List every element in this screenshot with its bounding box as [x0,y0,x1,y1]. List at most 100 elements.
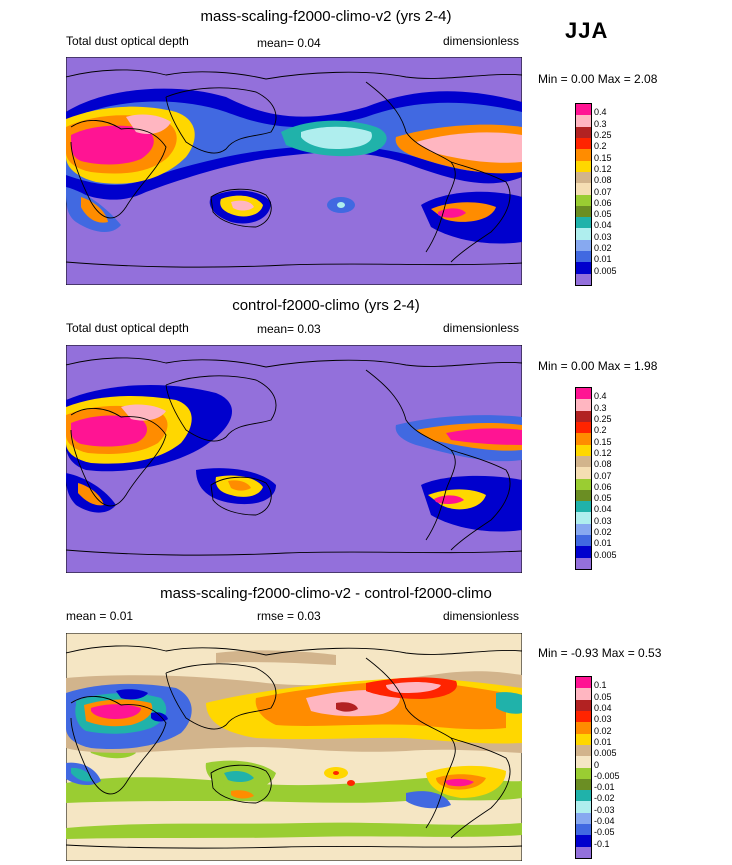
colorbar-swatch [576,733,591,745]
colorbar-level-label: 0.03 [594,714,612,725]
panel1-units-label: dimensionless [443,34,520,48]
colorbar-swatch [576,677,591,689]
panel1-minmax: Min = 0.00 Max = 2.08 [538,72,658,86]
colorbar-swatch [576,846,591,858]
colorbar-swatch [576,239,591,252]
colorbar-swatch [576,523,591,536]
colorbar-swatch [576,410,591,422]
colorbar-swatch [576,767,591,779]
colorbar-swatch [576,444,591,456]
colorbar-swatch [576,399,591,411]
colorbar-swatch [576,104,591,116]
colorbar-level-label: 0.1 [594,680,607,691]
colorbar-level-label: 0.3 [594,118,607,129]
panel3-units-label: dimensionless [443,609,520,623]
colorbar-swatch [576,455,591,468]
colorbar-swatch [576,722,591,734]
colorbar-swatch [576,251,591,263]
colorbar-level-label: 0.01 [594,736,612,747]
colorbar-swatch [576,801,591,813]
panel1-variable-label: Total dust optical depth [66,34,189,48]
colorbar-swatch [576,262,591,274]
colorbar-swatch [576,501,591,513]
panel2-mean-label: mean= 0.03 [257,322,321,336]
panel3-rmse-label: rmse = 0.03 [257,609,321,623]
colorbar-swatch [576,433,591,445]
colorbar-swatch [576,489,591,502]
colorbar-level-label: -0.1 [594,838,610,849]
colorbar-level-label: 0.06 [594,197,612,208]
panel3-minmax: Min = -0.93 Max = 0.53 [538,646,662,660]
panel1-mean-label: mean= 0.04 [257,36,321,50]
colorbar-level-label: 0.03 [594,515,612,526]
colorbar-swatch [576,812,591,825]
panel2-minmax: Min = 0.00 Max = 1.98 [538,359,658,373]
colorbar-level-label: 0.07 [594,186,612,197]
colorbar-swatch [576,171,591,184]
season-label: JJA [565,18,609,43]
colorbar-swatch [576,512,591,524]
colorbar-level-label: 0.005 [594,265,617,276]
colorbar-level-label: 0.4 [594,391,607,402]
panel3-colorbar [575,676,592,859]
panel3-map [66,633,522,861]
colorbar-level-label: 0.07 [594,470,612,481]
colorbar-swatch [576,467,591,479]
colorbar-level-label: 0.04 [594,220,612,231]
colorbar-level-label: 0.04 [594,702,612,713]
colorbar-level-label: 0.15 [594,436,612,447]
panel3-title: mass-scaling-f2000-climo-v2 - control-f2… [160,585,492,602]
panel1-map [66,57,522,285]
colorbar-level-label: 0.15 [594,152,612,163]
colorbar-level-label: 0.005 [594,748,617,759]
colorbar-swatch [576,710,591,723]
colorbar-level-label: 0 [594,759,600,770]
panel3-mean-label: mean = 0.01 [66,609,134,623]
panel1-title: mass-scaling-f2000-climo-v2 (yrs 2-4) [200,8,452,25]
colorbar-swatch [576,194,591,206]
colorbar-level-label: -0.05 [594,827,615,838]
panel2-colorbar [575,387,592,570]
colorbar-level-label: -0.02 [594,793,615,804]
colorbar-level-label: 0.12 [594,447,612,458]
colorbar-level-label: 0.06 [594,481,612,492]
colorbar-level-label: 0.05 [594,493,612,504]
colorbar-swatch [576,273,591,285]
colorbar-level-label: 0.25 [594,413,612,424]
colorbar-swatch [576,744,591,757]
colorbar-swatch [576,790,591,802]
colorbar-level-label: 0.08 [594,175,612,186]
colorbar-swatch [576,126,591,138]
colorbar-swatch [576,149,591,161]
colorbar-swatch [576,535,591,547]
colorbar-level-label: 0.2 [594,141,607,152]
colorbar-level-label: 0.12 [594,163,612,174]
panel1-colorbar [575,103,592,286]
colorbar-swatch [576,115,591,127]
colorbar-swatch [576,228,591,240]
colorbar-level-label: 0.01 [594,538,612,549]
panel2-title: control-f2000-climo (yrs 2-4) [232,297,420,314]
colorbar-level-label: 0.005 [594,549,617,560]
colorbar-swatch [576,824,591,836]
colorbar-level-label: 0.08 [594,459,612,470]
colorbar-swatch [576,546,591,558]
colorbar-swatch [576,478,591,490]
colorbar-swatch [576,183,591,195]
colorbar-level-label: 0.04 [594,504,612,515]
colorbar-level-label: 0.02 [594,725,612,736]
colorbar-swatch [576,688,591,700]
colorbar-level-label: 0.05 [594,209,612,220]
colorbar-level-label: -0.04 [594,816,615,827]
colorbar-level-label: 0.03 [594,231,612,242]
colorbar-swatch [576,557,591,569]
colorbar-swatch [576,756,591,768]
colorbar-swatch [576,699,591,711]
colorbar-level-label: -0.01 [594,782,615,793]
colorbar-level-label: 0.3 [594,402,607,413]
colorbar-level-label: 0.02 [594,527,612,538]
colorbar-swatch [576,421,591,434]
colorbar-swatch [576,217,591,229]
panel2-units-label: dimensionless [443,321,520,335]
colorbar-swatch [576,835,591,847]
